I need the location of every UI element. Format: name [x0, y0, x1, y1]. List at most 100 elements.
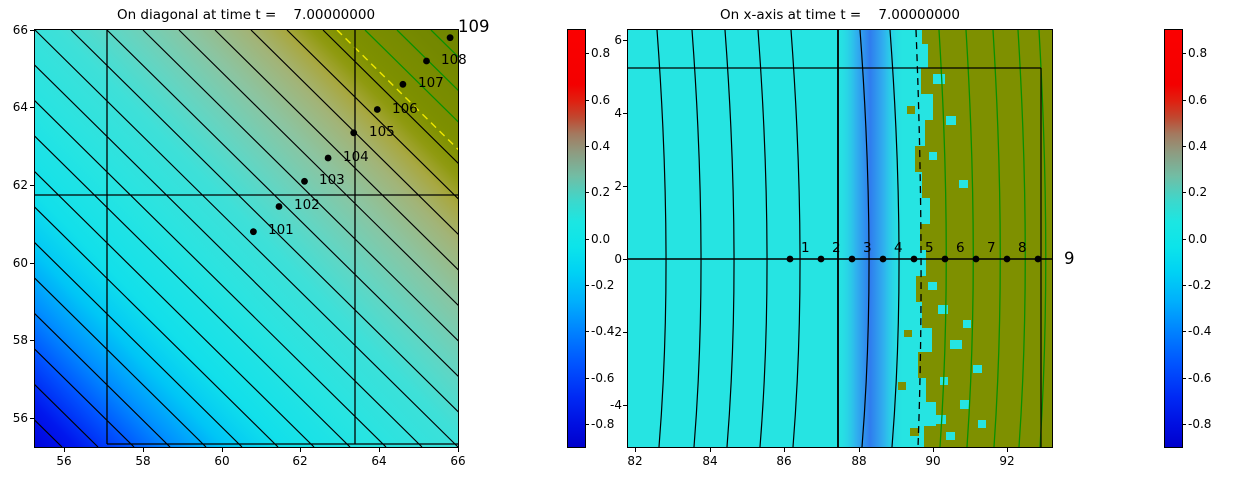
left-front-and-green-contours: [336, 30, 458, 151]
cbar-tick-mark: [1183, 424, 1186, 425]
left-heatmap-canvas: 101 102 103 104 105 106 107 108 109: [35, 17, 490, 447]
x-tick-label: 84: [702, 454, 718, 468]
olive-speckles: [898, 106, 919, 436]
marker-dot: [972, 255, 980, 263]
marker-dot: [423, 57, 430, 65]
marker-label: 7: [987, 240, 996, 256]
y-tick-label: -2: [610, 325, 622, 339]
cbar-tick-label: -0.8: [591, 417, 615, 431]
x-tick-mark: [458, 448, 459, 452]
cbar-tick-mark: [586, 192, 589, 193]
marker-dot: [817, 255, 825, 263]
cbar-tick-mark: [1183, 378, 1186, 379]
x-tick-mark: [379, 448, 380, 452]
olive-region: [898, 30, 1052, 447]
right-axes: 1 2 3 4 5 6 7 8 9: [627, 29, 1075, 448]
y-tick-label: 56: [12, 411, 28, 425]
y-tick-mark: [30, 107, 34, 108]
cbar-tick-mark: [586, 331, 589, 332]
cbar-tick-label: -0.4: [1188, 324, 1212, 338]
x-tick-label: 62: [292, 454, 308, 468]
y-tick-mark: [30, 418, 34, 419]
cbar-tick-mark: [1183, 331, 1186, 332]
x-tick-label: 88: [851, 454, 867, 468]
x-tick-label: 66: [450, 454, 466, 468]
marker-label: 8: [1018, 240, 1027, 256]
right-colorbar: [1164, 29, 1183, 448]
y-tick-mark: [623, 186, 627, 187]
left-colorbar: [567, 29, 586, 448]
y-tick-label: 6: [614, 33, 622, 47]
cbar-tick-mark: [586, 53, 589, 54]
cbar-tick-label: -0.8: [1188, 417, 1212, 431]
cbar-tick-mark: [586, 285, 589, 286]
marker-label: 105: [369, 124, 395, 140]
x-tick-label: 90: [925, 454, 941, 468]
cbar-tick-label: -0.6: [1188, 371, 1212, 385]
y-tick-label: 62: [12, 178, 28, 192]
marker-label: 103: [319, 172, 345, 188]
x-tick-label: 82: [627, 454, 643, 468]
cbar-tick-label: 0.8: [591, 46, 611, 60]
cbar-tick-label: -0.6: [591, 371, 615, 385]
x-tick-label: 92: [999, 454, 1015, 468]
y-tick-mark: [623, 40, 627, 41]
cbar-tick-label: 0.0: [1188, 232, 1208, 246]
marker-dot: [879, 255, 887, 263]
y-tick-mark: [623, 259, 627, 260]
y-tick-label: 4: [614, 106, 622, 120]
cbar-tick-label: -0.2: [591, 278, 615, 292]
marker-dot: [373, 106, 381, 113]
marker-label: 107: [418, 75, 444, 91]
marker-label: 5: [925, 240, 934, 256]
x-tick-mark: [784, 448, 785, 452]
marker-dot: [910, 255, 918, 263]
y-tick-label: -4: [610, 398, 622, 412]
right-plot-title: On x-axis at time t = 7.00000000: [720, 7, 960, 23]
x-tick-mark: [710, 448, 711, 452]
cyan-speckles: [928, 74, 986, 440]
marker-label: 102: [294, 197, 320, 213]
cbar-tick-label: 0.2: [591, 185, 611, 199]
cbar-tick-mark: [1183, 285, 1186, 286]
cbar-tick-mark: [1183, 192, 1186, 193]
cbar-tick-mark: [586, 146, 589, 147]
right-markers: 1 2 3 4 5 6 7 8 9: [786, 240, 1075, 268]
left-plot-title: On diagonal at time t = 7.00000000: [116, 7, 376, 23]
x-tick-mark: [64, 448, 65, 452]
marker-dot: [324, 154, 332, 162]
marker-label: 4: [894, 240, 903, 256]
cbar-tick-label: 0.8: [1188, 46, 1208, 60]
cbar-tick-mark: [586, 239, 589, 240]
marker-dot: [848, 255, 856, 263]
marker-label: 104: [343, 149, 369, 165]
x-tick-mark: [222, 448, 223, 452]
marker-label: 3: [863, 240, 872, 256]
x-tick-mark: [933, 448, 934, 452]
cbar-tick-mark: [586, 424, 589, 425]
x-tick-label: 60: [214, 454, 230, 468]
marker-label: 9: [1064, 249, 1075, 268]
x-tick-mark: [859, 448, 860, 452]
cbar-tick-label: 0.6: [1188, 93, 1208, 107]
x-tick-label: 64: [371, 454, 387, 468]
left-markers: 101 102 103 104 105 106 107 108 109: [250, 17, 490, 238]
cbar-tick-label: 0.2: [1188, 185, 1208, 199]
y-tick-mark: [30, 185, 34, 186]
y-tick-label: 58: [12, 333, 28, 347]
right-green-contour-arcs: [938, 30, 1047, 447]
cbar-tick-mark: [1183, 239, 1186, 240]
marker-dot: [350, 129, 358, 137]
marker-dot: [399, 80, 407, 88]
cbar-tick-label: -0.2: [1188, 278, 1212, 292]
marker-dot: [1034, 255, 1042, 263]
y-tick-label: 2: [614, 179, 622, 193]
cbar-tick-label: 0.4: [591, 139, 611, 153]
marker-label: 108: [441, 52, 467, 68]
front-line-yellow-dashed: [336, 30, 458, 151]
x-tick-label: 58: [135, 454, 151, 468]
cbar-tick-mark: [1183, 100, 1186, 101]
marker-label: 106: [392, 101, 418, 117]
y-tick-mark: [30, 30, 34, 31]
